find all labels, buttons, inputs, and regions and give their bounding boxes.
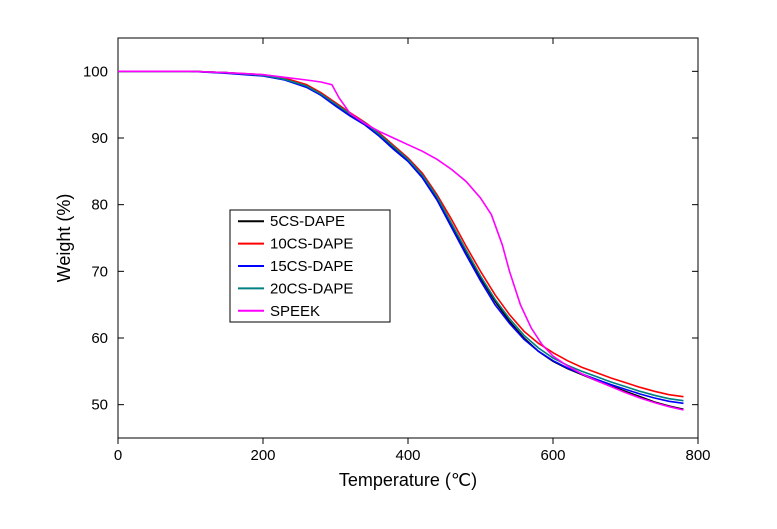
svg-text:80: 80 [91, 197, 108, 214]
svg-text:100: 100 [83, 63, 108, 80]
legend-label-15CS-DAPE: 15CS-DAPE [270, 258, 353, 275]
svg-text:70: 70 [91, 263, 108, 280]
legend-label-20CS-DAPE: 20CS-DAPE [270, 280, 353, 297]
svg-text:90: 90 [91, 130, 108, 147]
legend-label-SPEEK: SPEEK [270, 303, 320, 320]
svg-text:Temperature (℃): Temperature (℃) [339, 470, 477, 490]
series-20CS-DAPE [118, 71, 684, 400]
svg-text:600: 600 [540, 447, 565, 464]
series-15CS-DAPE [118, 71, 684, 403]
svg-text:Weight (%): Weight (%) [54, 194, 74, 283]
legend-label-10CS-DAPE: 10CS-DAPE [270, 236, 353, 253]
svg-text:0: 0 [114, 447, 122, 464]
svg-text:60: 60 [91, 330, 108, 347]
legend-label-5CS-DAPE: 5CS-DAPE [270, 213, 345, 230]
series-5CS-DAPE [118, 71, 684, 409]
series-SPEEK [118, 71, 684, 410]
tga-chart: 0 200 400 600 800 50 60 70 80 90 100 Temperature (℃… [40, 20, 740, 500]
svg-text:400: 400 [395, 447, 420, 464]
svg-text:200: 200 [250, 447, 275, 464]
series-10CS-DAPE [118, 71, 684, 396]
svg-text:50: 50 [91, 397, 108, 414]
svg-text:800: 800 [685, 447, 710, 464]
chart-svg: 0 200 400 600 800 50 60 70 80 90 100 Temperature (℃… [40, 20, 740, 500]
